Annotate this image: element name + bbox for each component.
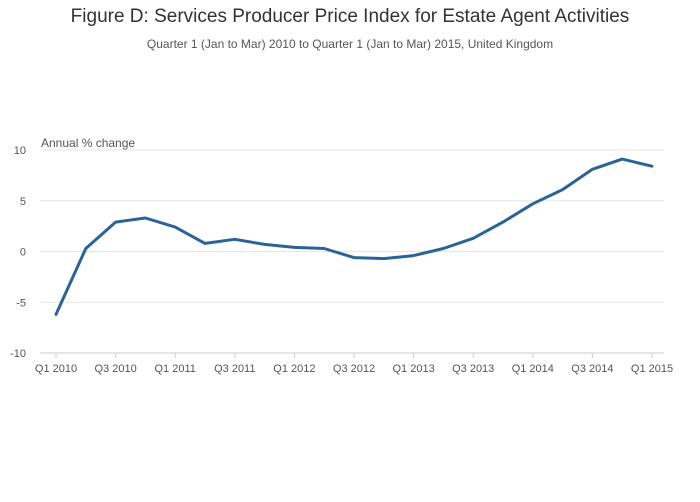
x-tick-label: Q1 2015 (631, 363, 673, 375)
x-tick-label: Q3 2010 (94, 363, 136, 375)
y-tick-label: -5 (16, 297, 26, 309)
chart-title: Figure D: Services Producer Price Index … (70, 6, 630, 27)
y-tick-label: -10 (10, 348, 26, 360)
y-axis-label: Annual % change (41, 136, 135, 150)
x-tick-label: Q3 2012 (333, 363, 375, 375)
x-axis: Q1 2010 Q3 2010 Q1 2011 Q3 2011 Q1 2012 Q3 20… (35, 352, 673, 375)
y-tick-label: 5 (20, 196, 26, 208)
series-group (54, 157, 654, 316)
series-line (54, 157, 654, 316)
x-tick-label: Q3 2014 (571, 363, 613, 375)
x-tick-label: Q3 2013 (452, 363, 494, 375)
gridlines (40, 149, 664, 354)
x-tick-label: Q1 2011 (155, 363, 196, 375)
x-tick-label: Q3 2011 (214, 363, 255, 375)
y-tick-label: 0 (20, 247, 26, 259)
chart-subtitle: Quarter 1 (Jan to Mar) 2010 to Quarter 1… (146, 37, 554, 51)
x-tick-label: Q1 2014 (512, 363, 554, 375)
x-tick-label: Q1 2013 (392, 363, 434, 375)
y-axis-ticks: 10 5 0 -5 -10 (10, 145, 26, 360)
y-tick-label: 10 (14, 145, 26, 157)
x-tick-label: Q1 2012 (273, 363, 315, 375)
x-tick-label: Q1 2010 (35, 363, 77, 375)
